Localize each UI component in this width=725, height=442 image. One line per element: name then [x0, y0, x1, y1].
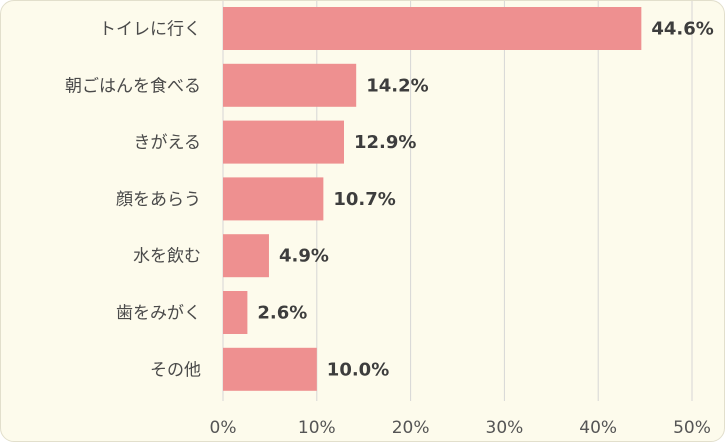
bar-3	[223, 177, 324, 221]
data-label: 10.7%	[333, 189, 395, 210]
bar-1	[223, 63, 357, 107]
category-label: その他	[150, 360, 201, 380]
data-label: 10.0%	[327, 359, 389, 380]
category-label: トイレに行く	[99, 20, 201, 40]
data-label: 14.2%	[366, 75, 428, 96]
x-tick-label: 20%	[392, 418, 430, 438]
x-tick-label: 50%	[673, 418, 711, 438]
x-tick-label: 0%	[210, 418, 237, 438]
data-label: 4.9%	[279, 246, 329, 267]
bar-4	[223, 234, 269, 278]
bar-5	[223, 291, 248, 334]
category-label: きがえる	[134, 133, 202, 153]
bar-2	[223, 120, 345, 164]
x-tick-label: 30%	[486, 418, 524, 438]
bar-6	[223, 347, 317, 391]
category-label: 顔をあらう	[116, 190, 201, 210]
category-label: 朝ごはんを食べる	[65, 76, 201, 96]
bar-0	[223, 7, 642, 50]
category-label: 歯をみがく	[116, 304, 201, 324]
data-label: 12.9%	[354, 132, 416, 153]
data-label: 44.6%	[651, 19, 713, 40]
category-label: 水を飲む	[133, 247, 201, 267]
data-label-layer: 44.6% 14.2% 12.9% 10.7% 4.9% 2.6% 10.0%	[257, 19, 713, 381]
x-tick-label: 10%	[298, 418, 336, 438]
x-tick-label: 40%	[579, 418, 617, 438]
bar-layer	[223, 7, 642, 391]
x-axis-tick-layer: 0% 10% 20% 30% 40% 50%	[210, 418, 711, 438]
data-label: 2.6%	[257, 303, 307, 324]
